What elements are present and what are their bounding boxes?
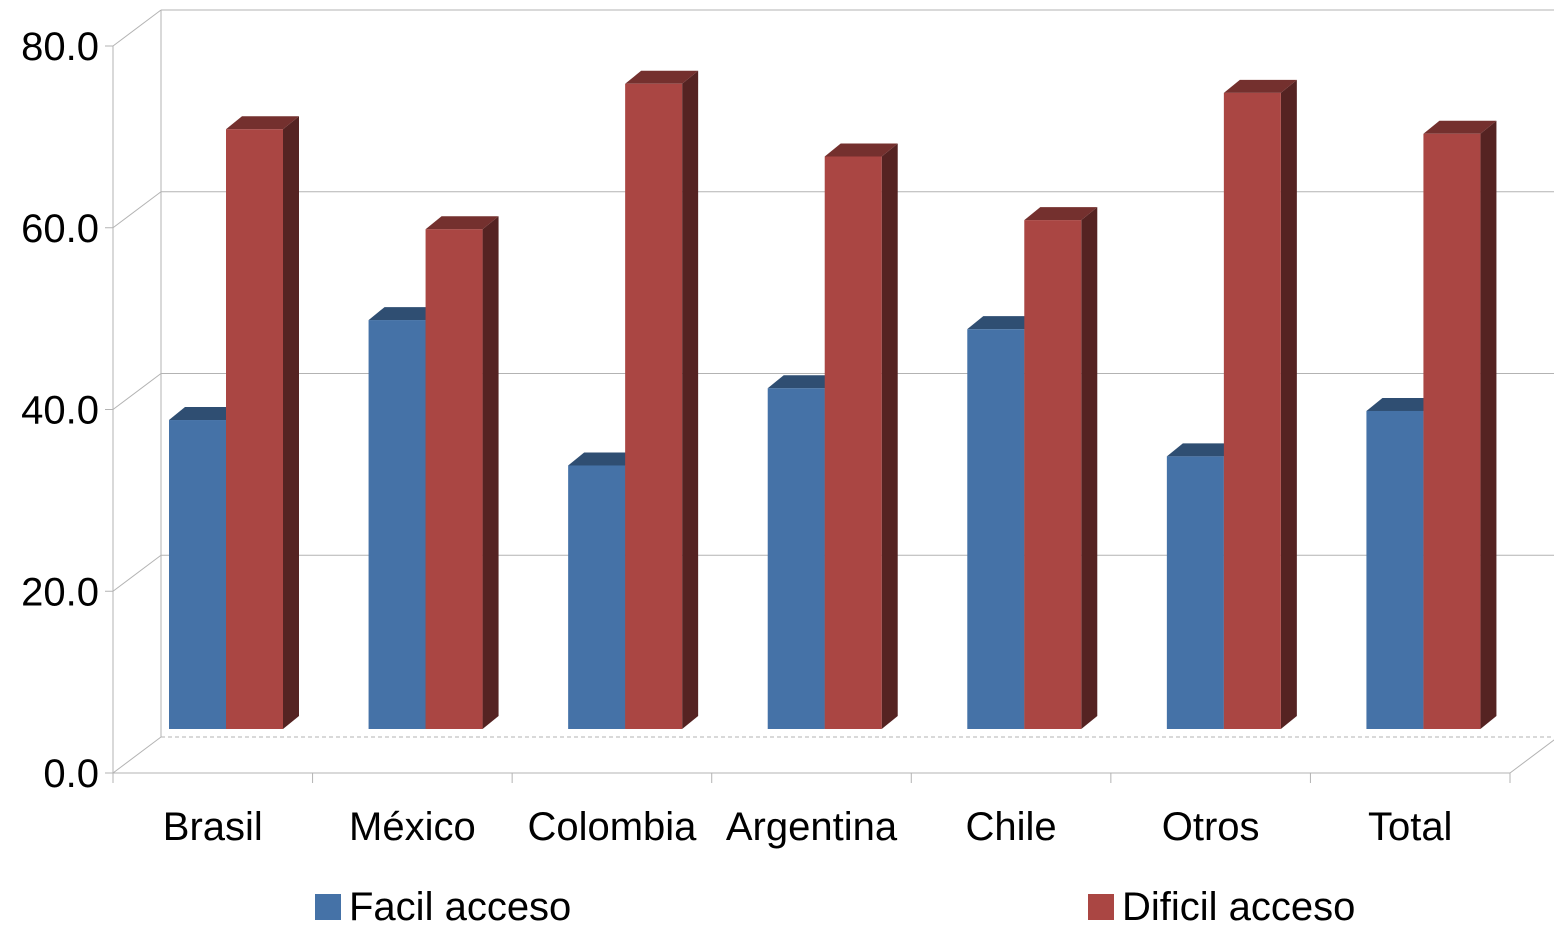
bar-front: [625, 83, 683, 730]
legend-swatch: [315, 894, 341, 920]
x-tick-label: Otros: [1162, 805, 1260, 849]
bar-side: [1280, 79, 1297, 729]
bar-front: [767, 388, 825, 729]
bar-otros-dificil: [1223, 79, 1297, 729]
gridline-depth: [112, 9, 162, 47]
x-tick-label: Total: [1368, 805, 1453, 849]
bar-top: [425, 216, 499, 230]
bar-top: [568, 452, 642, 466]
bar-side: [682, 70, 699, 730]
legend: Facil acceso Dificil acceso: [315, 885, 1355, 929]
bar-front: [1024, 220, 1082, 729]
bar-total-dificil: [1423, 120, 1497, 730]
floor-right-edge: [1509, 739, 1554, 774]
gridline-depth: [112, 736, 162, 774]
bar-top: [1366, 397, 1440, 411]
x-tick-label: Colombia: [527, 805, 697, 849]
bar-top: [368, 307, 442, 321]
bar-colombia-dificil: [625, 70, 699, 730]
legend-label: Facil acceso: [349, 885, 571, 926]
x-tick-label: México: [349, 805, 476, 849]
bar-front: [368, 320, 426, 729]
gridline-depth: [112, 191, 162, 229]
bar-top: [967, 316, 1041, 330]
bar-side: [1480, 120, 1497, 730]
y-tick-label: 40.0: [21, 389, 99, 433]
bars: [169, 70, 1497, 730]
axes: 0.0 20.0 40.0 60.0 80.0 Brasil México Colombia A…: [21, 25, 1511, 849]
y-tick-label: 80.0: [21, 25, 99, 69]
bar-brasil-dificil: [226, 116, 299, 730]
bar-front: [824, 156, 882, 730]
bar-side: [283, 116, 299, 730]
bar-side: [482, 216, 499, 729]
bar-top: [625, 70, 699, 84]
bar-top: [1024, 207, 1098, 221]
bar-top: [767, 375, 841, 389]
bar-front: [1423, 133, 1481, 730]
bar-side: [1081, 207, 1098, 730]
y-tick-label: 20.0: [21, 570, 99, 614]
bar-top: [169, 407, 242, 421]
bar-méxico-dificil: [425, 216, 499, 729]
x-tick-label: Argentina: [726, 805, 898, 849]
bar-front: [169, 420, 226, 729]
bar-front: [1166, 456, 1224, 729]
legend-item-dificil: Dificil acceso: [1088, 885, 1355, 929]
y-tick-label: 0.0: [43, 752, 99, 796]
bar-top: [1223, 79, 1297, 93]
legend-label: Dificil acceso: [1122, 885, 1355, 926]
bar-side: [881, 143, 898, 730]
bar-front: [568, 465, 626, 729]
bar-front: [1366, 410, 1424, 729]
bar-front: [226, 129, 283, 730]
bar-top: [824, 143, 898, 157]
legend-swatch: [1088, 894, 1114, 920]
gridline-depth: [112, 373, 162, 410]
bar-top: [1423, 120, 1497, 134]
bar-chile-dificil: [1024, 207, 1098, 730]
bar-front: [1223, 92, 1281, 729]
legend-item-facil: Facil acceso: [315, 885, 571, 929]
x-tick-label: Chile: [965, 805, 1056, 849]
bar-top: [1166, 443, 1240, 457]
gridline-depth: [112, 554, 162, 592]
bar-front: [967, 329, 1025, 729]
y-tick-label: 60.0: [21, 207, 99, 251]
bar-argentina-dificil: [824, 143, 898, 730]
bar-front: [425, 229, 483, 729]
x-tick-label: Brasil: [163, 805, 263, 849]
bar-top: [226, 116, 299, 130]
